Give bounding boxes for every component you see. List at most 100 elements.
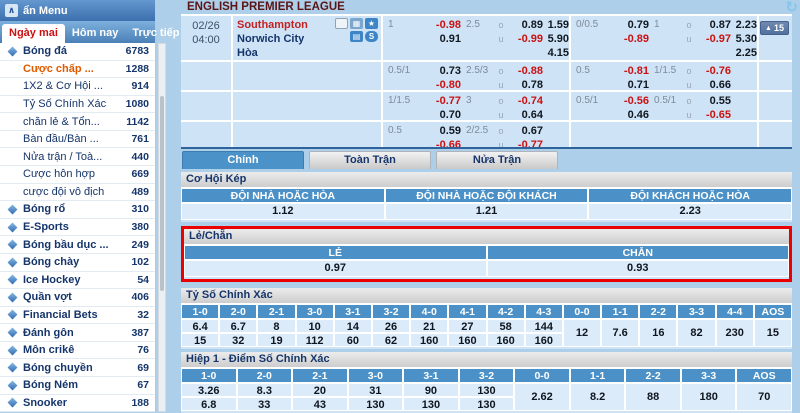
odds-value[interactable]: -0.56: [623, 95, 649, 107]
sidebar-tab-ngay-mai[interactable]: Ngày mai: [2, 24, 65, 43]
sidebar-item-quan-vot[interactable]: Quần vợt 406: [0, 289, 155, 307]
odds-value[interactable]: 5.30: [735, 33, 757, 45]
odds-cell[interactable]: 1.21: [384, 203, 589, 220]
sidebar-item-bong-bau-duc[interactable]: Bóng bầu dục ... 249: [0, 236, 155, 254]
odds-cell[interactable]: 27: [448, 319, 487, 333]
sidebar-item-1x2-co-hoi[interactable]: 1X2 & Cơ Hội ... 914: [0, 78, 155, 96]
odds-value[interactable]: -0.66: [435, 139, 461, 147]
odds-value[interactable]: -0.65: [705, 109, 731, 120]
odds-cell[interactable]: 160: [410, 333, 449, 347]
odds-cell[interactable]: 3.26: [181, 383, 237, 397]
sidebar-item-cuoc-hon-hop[interactable]: Cược hỗn hợp 669: [0, 166, 155, 184]
sidebar-item-chan-le-ton[interactable]: chẵn lẻ & Tổn... 1142: [0, 113, 155, 131]
odds-value[interactable]: 0.66: [709, 79, 731, 90]
odds-cell[interactable]: 1.12: [181, 203, 385, 220]
odds-cell[interactable]: 12: [562, 319, 602, 347]
odds-value[interactable]: 0.79: [627, 19, 649, 31]
odds-value[interactable]: 0.64: [521, 109, 543, 120]
odds-value[interactable]: 0.78: [521, 79, 543, 90]
sidebar-item-mon-crike[interactable]: Môn crikê 76: [0, 342, 155, 360]
refresh-icon[interactable]: ↻: [785, 0, 798, 16]
sidebar-item-ice-hockey[interactable]: Ice Hockey 54: [0, 272, 155, 290]
odds-value[interactable]: 4.15: [547, 47, 569, 59]
sidebar-tab-hom-nay[interactable]: Hôm nay: [71, 27, 119, 39]
sidebar-item-bong-chuyen[interactable]: Bóng chuyền 69: [0, 359, 155, 377]
odds-value[interactable]: 0.71: [627, 79, 649, 90]
star-icon[interactable]: ★: [365, 18, 378, 29]
sidebar-item-cuoc-chap[interactable]: Cược chấp ... 1288: [0, 61, 155, 79]
odds-cell[interactable]: 0.93: [486, 260, 789, 277]
odds-cell[interactable]: 112: [295, 333, 334, 347]
odds-cell[interactable]: 90: [403, 383, 459, 397]
sidebar-item-ty-so-chinh-xac[interactable]: Tỷ Số Chính Xác 1080: [0, 96, 155, 114]
odds-value[interactable]: 0.70: [439, 109, 461, 120]
odds-value[interactable]: 0.67: [521, 125, 543, 137]
odds-value[interactable]: -0.80: [435, 79, 461, 90]
sidebar-item-bong-a[interactable]: Bóng đá 6783: [0, 43, 155, 61]
odds-cell[interactable]: 7.6: [601, 319, 640, 347]
odds-cell[interactable]: 130: [347, 397, 404, 411]
odds-cell[interactable]: 130: [458, 397, 515, 411]
odds-value[interactable]: -0.77: [435, 95, 461, 107]
stats-icon[interactable]: ▦: [350, 18, 363, 29]
odds-value[interactable]: -0.74: [517, 95, 543, 107]
odds-cell[interactable]: 160: [486, 333, 525, 347]
odds-value[interactable]: -0.88: [517, 65, 543, 77]
sidebar-item-cuoc-oi-vo-ich[interactable]: cược đội vô địch 489: [0, 184, 155, 202]
sidebar-item-financial-bets[interactable]: Financial Bets 32: [0, 307, 155, 325]
sidebar-item-bong-nem[interactable]: Bóng Ném 67: [0, 377, 155, 395]
market-tab-chinh[interactable]: Chính: [182, 151, 304, 169]
odds-cell[interactable]: 20: [292, 383, 348, 397]
odds-cell[interactable]: 230: [715, 319, 754, 347]
odds-value[interactable]: 1.59: [547, 19, 569, 31]
odds-value[interactable]: 0.59: [439, 125, 461, 137]
sidebar-item-ban-au-ban[interactable]: Bàn đầu/Bàn ... 761: [0, 131, 155, 149]
odds-cell[interactable]: 19: [257, 333, 296, 347]
odds-cell[interactable]: 82: [677, 319, 716, 347]
market-tab-nua-tran[interactable]: Nửa Trận: [436, 151, 558, 169]
odds-value[interactable]: -0.77: [517, 139, 543, 147]
odds-cell[interactable]: 31: [347, 383, 404, 397]
odds-cell[interactable]: 8: [257, 319, 296, 333]
odds-cell[interactable]: 33: [236, 397, 293, 411]
odds-value[interactable]: 0.89: [521, 19, 543, 31]
collapse-menu-icon[interactable]: ∧: [5, 4, 18, 17]
odds-value[interactable]: -0.98: [435, 19, 461, 31]
odds-cell[interactable]: 15: [181, 333, 220, 347]
odds-cell[interactable]: 160: [524, 333, 563, 347]
sidebar-item-bong-ro[interactable]: Bóng rổ 310: [0, 201, 155, 219]
odds-value[interactable]: -0.99: [517, 33, 543, 45]
odds-value[interactable]: 0.46: [627, 109, 649, 120]
odds-cell[interactable]: 43: [292, 397, 348, 411]
odds-value[interactable]: -0.97: [705, 33, 731, 45]
odds-value[interactable]: 0.73: [439, 65, 461, 77]
odds-cell[interactable]: 62: [371, 333, 411, 347]
odds-cell[interactable]: 6.7: [219, 319, 258, 333]
odds-cell[interactable]: 70: [736, 383, 792, 411]
sidebar-scrollbar[interactable]: [158, 43, 166, 412]
odds-cell[interactable]: 6.8: [181, 397, 237, 411]
scrollbar-thumb[interactable]: [160, 96, 164, 291]
odds-cell[interactable]: 10: [295, 319, 334, 333]
odds-cell[interactable]: 16: [639, 319, 678, 347]
odds-cell[interactable]: 6.4: [181, 319, 220, 333]
odds-cell[interactable]: 144: [524, 319, 563, 333]
odds-cell[interactable]: 8.3: [236, 383, 293, 397]
odds-cell[interactable]: 58: [486, 319, 525, 333]
odds-cell[interactable]: 180: [680, 383, 737, 411]
odds-value[interactable]: 0.55: [709, 95, 731, 107]
sidebar-item-anh-gon[interactable]: Đánh gôn 387: [0, 324, 155, 342]
sidebar-item-snooker[interactable]: Snooker 188: [0, 395, 155, 413]
odds-value[interactable]: -0.76: [705, 65, 731, 77]
odds-cell[interactable]: 8.2: [569, 383, 626, 411]
sidebar-item-e-sports[interactable]: E-Sports 380: [0, 219, 155, 237]
odds-value[interactable]: 2.23: [735, 19, 757, 31]
odds-cell[interactable]: 60: [333, 333, 372, 347]
odds-cell[interactable]: 130: [458, 383, 515, 397]
odds-cell[interactable]: 14: [333, 319, 372, 333]
odds-value[interactable]: 5.90: [547, 33, 569, 45]
odds-cell[interactable]: 26: [371, 319, 411, 333]
odds-value[interactable]: 2.25: [735, 47, 757, 59]
more-bets-button[interactable]: ▲ 15: [760, 21, 789, 35]
odds-value[interactable]: -0.89: [623, 33, 649, 45]
